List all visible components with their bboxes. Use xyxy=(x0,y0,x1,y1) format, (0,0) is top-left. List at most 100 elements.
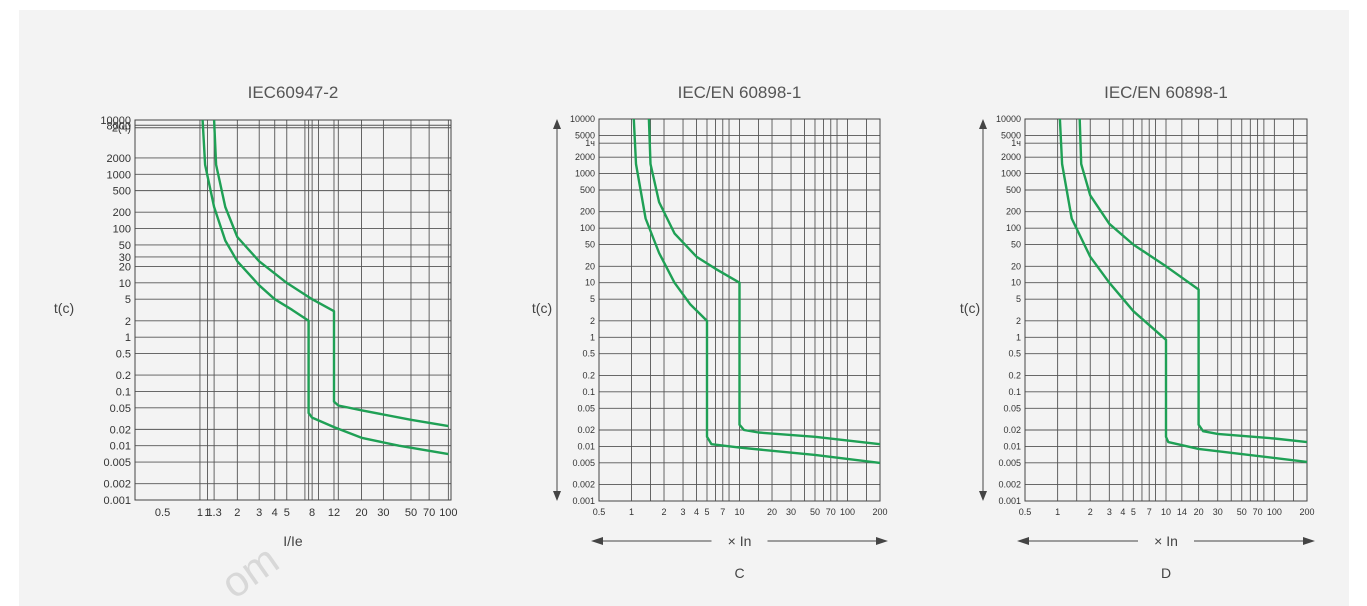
y-tick-label: 10000 xyxy=(100,115,131,127)
y-tick-label: 2(ч) xyxy=(112,123,131,135)
x-tick-label: 4 xyxy=(272,507,278,519)
y-tick-label: 100 xyxy=(580,223,595,233)
x-tick-label: 8 xyxy=(309,507,315,519)
y-tick-label: 2 xyxy=(590,316,595,326)
x-tick-label: 14 xyxy=(1177,507,1187,517)
trip-curve-2 xyxy=(647,118,881,446)
chart-panel: IEC60947-2 10000 8000 2(ч) 2000 1000 500 200 100… xyxy=(19,10,1349,606)
y-tick-label: 20 xyxy=(1011,261,1021,271)
y-axis-label: t(c) xyxy=(532,300,552,316)
x-tick-label: 30 xyxy=(786,507,796,517)
plot-frame xyxy=(1024,118,1308,502)
y-tick-label: 0.01 xyxy=(577,441,595,451)
y-tick-label: 2 xyxy=(1016,316,1021,326)
y-tick-label: 2 xyxy=(125,316,131,328)
y-tick-label: 0.05 xyxy=(110,403,131,415)
y-tick-label: 0.001 xyxy=(572,496,595,506)
y-axis-label: t(c) xyxy=(960,300,980,316)
y-tick-label: 5000 xyxy=(575,130,595,140)
x-tick-label: 2 xyxy=(662,507,667,517)
x-axis-label: × In xyxy=(1154,533,1178,549)
y-tick-label: 0.1 xyxy=(582,387,595,397)
y-tick-label: 500 xyxy=(1006,185,1021,195)
x-tick-label: 100 xyxy=(1267,507,1282,517)
x-tick-label: 4 xyxy=(1120,507,1125,517)
arrow-down-icon xyxy=(979,491,987,501)
x-tick-label: 7 xyxy=(720,507,725,517)
y-tick-label: 1 xyxy=(1016,332,1021,342)
x-tick-label: 0.5 xyxy=(593,507,606,517)
x-tick-label: 1 xyxy=(629,507,634,517)
y-tick-label: 10 xyxy=(1011,278,1021,288)
chart-title: IEC/EN 60898-1 xyxy=(1104,83,1228,102)
x-tick-label: 5 xyxy=(284,507,290,519)
x-tick-label: 200 xyxy=(872,507,887,517)
y-tick-label: 0.05 xyxy=(1003,403,1021,413)
arrow-down-icon xyxy=(553,491,561,501)
y-tick-label: 0.5 xyxy=(582,349,595,359)
y-tick-label: 10000 xyxy=(570,114,595,124)
y-tick-label: 50 xyxy=(1011,240,1021,250)
x-tick-label: 1.3 xyxy=(206,507,221,519)
curve-type-label: D xyxy=(1161,565,1171,581)
x-tick-label: 2 xyxy=(234,507,240,519)
x-tick-label: 1 xyxy=(1055,507,1060,517)
y-tick-label: 30 xyxy=(119,252,131,264)
y-tick-label: 100 xyxy=(1006,223,1021,233)
y-tick-label: 1000 xyxy=(107,169,131,181)
x-axis-label: I/Ie xyxy=(283,533,303,549)
y-tick-label: 2000 xyxy=(575,152,595,162)
y-tick-label: 20 xyxy=(585,261,595,271)
y-tick-label: 1000 xyxy=(575,169,595,179)
trip-curve-1 xyxy=(632,118,881,465)
y-tick-label: 500 xyxy=(113,186,131,198)
y-tick-label: 0.1 xyxy=(1008,387,1021,397)
x-tick-label: 1 xyxy=(204,507,210,519)
y-tick-label: 5 xyxy=(1016,294,1021,304)
y-tick-label: 10000 xyxy=(996,114,1021,124)
y-tick-label: 1ч xyxy=(585,138,595,148)
x-tick-label: 70 xyxy=(826,507,836,517)
chart-title: IEC/EN 60898-1 xyxy=(678,83,802,102)
y-tick-label: 0.01 xyxy=(110,441,131,453)
x-tick-label: 30 xyxy=(377,507,389,519)
y-tick-label: 0.001 xyxy=(103,495,131,507)
x-axis-label: × In xyxy=(728,533,752,549)
arrow-right-icon xyxy=(876,537,888,545)
x-tick-label: 5 xyxy=(1131,507,1136,517)
y-tick-label: 10 xyxy=(119,278,131,290)
x-tick-label: 20 xyxy=(355,507,367,519)
y-axis-label: t(c) xyxy=(54,300,74,316)
x-tick-label: 7 xyxy=(1147,507,1152,517)
y-tick-label: 100 xyxy=(113,224,131,236)
y-tick-label: 2000 xyxy=(1001,152,1021,162)
y-tick-label: 5 xyxy=(590,294,595,304)
y-tick-label: 0.005 xyxy=(572,458,595,468)
x-tick-label: 200 xyxy=(1299,507,1314,517)
trip-curve-1 xyxy=(1058,118,1308,464)
trip-curve-2 xyxy=(212,119,449,428)
y-tick-label: 0.002 xyxy=(572,480,595,490)
y-tick-label: 200 xyxy=(113,207,131,219)
x-tick-label: 0.5 xyxy=(1019,507,1032,517)
x-tick-label: 3 xyxy=(681,507,686,517)
y-tick-label: 0.02 xyxy=(1003,425,1021,435)
x-tick-label: 5 xyxy=(704,507,709,517)
y-tick-label: 0.02 xyxy=(577,425,595,435)
y-tick-label: 0.02 xyxy=(110,424,131,436)
x-tick-label: 50 xyxy=(405,507,417,519)
y-tick-label: 10 xyxy=(585,278,595,288)
y-tick-label: 200 xyxy=(580,207,595,217)
y-tick-label: 0.2 xyxy=(116,370,131,382)
x-tick-label: 10 xyxy=(1161,507,1171,517)
x-tick-label: 50 xyxy=(810,507,820,517)
y-tick-label: 50 xyxy=(585,240,595,250)
y-tick-label: 50 xyxy=(119,240,131,252)
chart-title: IEC60947-2 xyxy=(248,83,339,102)
x-tick-label: 70 xyxy=(423,507,435,519)
x-tick-label: 3 xyxy=(1107,507,1112,517)
y-tick-label: 8000 xyxy=(107,120,131,132)
x-tick-label: 10 xyxy=(734,507,744,517)
